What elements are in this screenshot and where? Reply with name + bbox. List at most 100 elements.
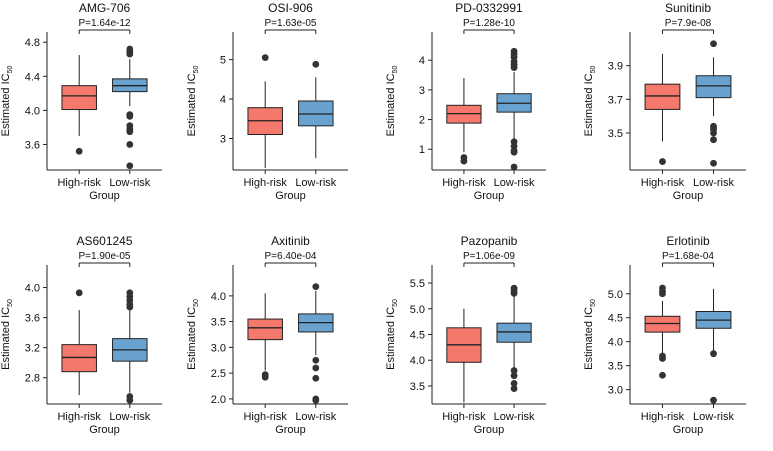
x-axis-label: Group	[474, 424, 505, 436]
p-value-label: P=1.06e-09	[463, 251, 515, 262]
y-tick-label: 3.2	[25, 343, 40, 355]
chart-title: Sunitinib	[665, 1, 711, 15]
y-axis-label-text: Estimated IC	[385, 73, 397, 136]
panel-osi-906: OSI-906 3 4 5 Estimated IC50 High-risk Low-ris…	[186, 1, 348, 202]
outlier-point	[710, 129, 717, 137]
panel-erlotinib: Erlotinib 3.0 3.5 4.0 4.5 5.0 Estimated IC50 Hi…	[583, 234, 746, 436]
x-axis-label: Group	[673, 424, 704, 436]
chart-title: Pazopanib	[461, 234, 518, 248]
x-tick-label: High-risk	[57, 411, 101, 423]
y-tick-label: 3.5	[608, 128, 623, 140]
outlier-point	[510, 148, 518, 156]
p-value-label: P=1.68e-04	[662, 251, 714, 262]
y-axis-label: Estimated IC50	[0, 299, 14, 370]
y-axis-label-subscript: 50	[193, 299, 200, 307]
panel-as601245: AS601245 2.8 3.2 3.6 4.0 Estimated IC50 High-r…	[0, 234, 162, 436]
y-tick-label: 3	[220, 133, 226, 145]
outlier-point	[126, 396, 134, 404]
x-tick-label: Low-risk	[693, 411, 734, 423]
y-axis-label-subscript: 50	[193, 66, 200, 74]
outlier-point	[510, 367, 518, 374]
box-high-risk	[61, 289, 97, 395]
y-tick-label: 3.7	[608, 94, 623, 106]
y-axis-label-text: Estimated IC	[186, 73, 198, 136]
chart-title: Erlotinib	[666, 234, 710, 248]
outlier-point	[659, 158, 666, 165]
x-tick-label: Low-risk	[295, 411, 336, 423]
outlier-point	[659, 355, 666, 362]
box-high-risk	[247, 293, 283, 381]
y-tick-label: 5.5	[410, 278, 425, 290]
p-value-label: P=7.9e-08	[665, 18, 712, 29]
outlier-point	[126, 128, 134, 136]
outlier-point	[261, 54, 269, 62]
outlier-point	[460, 157, 468, 165]
y-tick-label: 4.0	[211, 291, 226, 303]
outlier-point	[710, 136, 717, 144]
chart-title: Axitinib	[271, 234, 310, 248]
box-low-risk	[695, 40, 732, 167]
y-tick-label: 5.0	[410, 304, 425, 316]
x-tick-label: Low-risk	[109, 411, 150, 423]
iqr-box	[644, 83, 681, 110]
outlier-point	[312, 396, 320, 404]
y-tick-label: 3.0	[211, 342, 226, 354]
outlier-point	[659, 290, 666, 298]
x-tick-label: High-risk	[243, 411, 287, 423]
panel-pd-0332991: PD-0332991 1 2 3 4 Estimated IC50 High-risk Low…	[385, 1, 546, 202]
box-low-risk	[298, 60, 334, 159]
y-tick-label: 4.8	[25, 37, 40, 49]
outlier-point	[126, 162, 134, 170]
x-tick-label: Low-risk	[494, 177, 535, 189]
p-value-label: P=1.64e-12	[79, 18, 131, 29]
y-tick-label: 3.9	[608, 61, 623, 73]
y-axis-label-text: Estimated IC	[0, 307, 12, 370]
x-tick-label: Low-risk	[693, 177, 734, 189]
x-tick-label: High-risk	[442, 177, 486, 189]
box-low-risk	[112, 45, 148, 170]
box-high-risk	[446, 308, 482, 403]
y-tick-label: 4	[419, 55, 425, 67]
outlier-point	[75, 289, 83, 297]
box-low-risk	[695, 288, 732, 404]
x-axis-label: Group	[275, 424, 306, 436]
y-tick-label: 3.5	[211, 317, 226, 329]
x-tick-label: Low-risk	[109, 177, 150, 189]
y-tick-label: 2.5	[211, 368, 226, 380]
outlier-point	[510, 372, 518, 380]
y-tick-label: 4.5	[410, 330, 425, 342]
panel-amg-706: AMG-706 3.6 4.0 4.4 4.8 Estimated IC50 High-ri…	[0, 1, 162, 202]
x-tick-label: High-risk	[442, 411, 486, 423]
y-tick-label: 4.5	[608, 313, 623, 325]
x-tick-label: High-risk	[641, 411, 685, 423]
y-tick-label: 3.5	[410, 381, 425, 393]
outlier-point	[510, 163, 518, 171]
y-axis-label-subscript: 50	[392, 66, 399, 74]
p-value-label: P=6.40e-04	[265, 251, 317, 262]
y-axis-label: Estimated IC50	[186, 66, 200, 137]
y-axis-label: Estimated IC50	[186, 299, 200, 370]
panel-axitinib: Axitinib 2.0 2.5 3.0 3.5 4.0 Estimated IC50 Hig…	[186, 234, 348, 436]
iqr-box	[695, 75, 732, 99]
y-axis-label-text: Estimated IC	[186, 307, 198, 370]
y-tick-label: 4.0	[25, 105, 40, 117]
chart-title: OSI-906	[268, 1, 313, 15]
x-tick-label: High-risk	[641, 177, 685, 189]
outlier-point	[710, 40, 717, 48]
outlier-point	[510, 64, 518, 72]
iqr-box	[247, 318, 283, 341]
box-high-risk	[644, 53, 681, 165]
box-low-risk	[496, 284, 532, 392]
y-tick-label: 5	[220, 55, 226, 67]
outlier-point	[312, 374, 320, 382]
outlier-point	[126, 303, 134, 311]
outlier-point	[312, 356, 320, 364]
box-low-risk	[112, 289, 148, 404]
y-tick-label: 4.0	[608, 337, 623, 349]
outlier-point	[261, 373, 269, 381]
x-axis-label: Group	[673, 190, 704, 202]
y-tick-label: 4.4	[25, 71, 40, 83]
chart-title: AS601245	[76, 234, 132, 248]
y-tick-label: 3.5	[608, 361, 623, 373]
